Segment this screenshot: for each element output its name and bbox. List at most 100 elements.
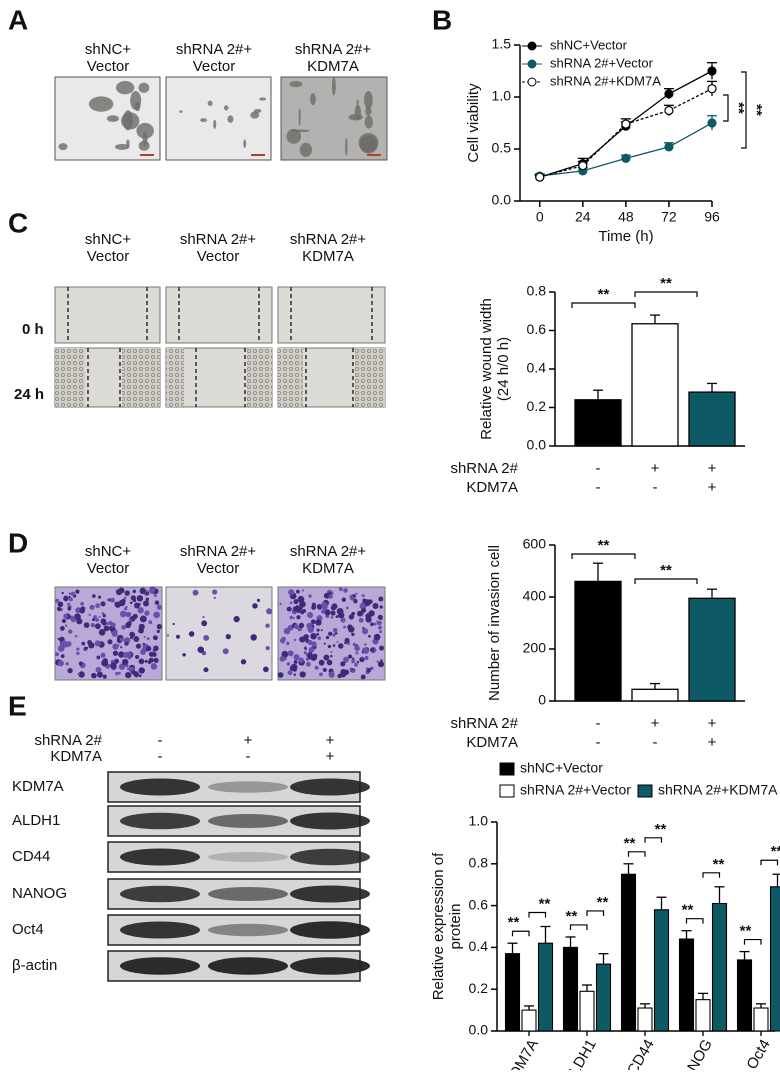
cell: [361, 656, 363, 658]
y-tick-label: 0.0: [469, 1022, 489, 1038]
cell: [129, 632, 134, 637]
cell: [359, 618, 364, 623]
condition-label: shRNA 2#: [34, 732, 102, 749]
cell: [336, 641, 338, 643]
cell: [351, 633, 354, 636]
cell: [131, 670, 136, 675]
cell: [135, 655, 139, 659]
cell: [202, 616, 204, 618]
cell: [101, 660, 108, 667]
cell: [363, 648, 369, 654]
legend-label: shRNA 2#+KDM7A: [550, 73, 661, 88]
cell: [84, 622, 90, 628]
cell: [117, 644, 119, 646]
y-axis-label: protein: [447, 904, 464, 950]
protein-label: CD44: [12, 848, 50, 865]
cell: [153, 646, 159, 652]
sig-bracket: [629, 852, 646, 857]
cell: [100, 601, 105, 606]
cell: [347, 624, 352, 629]
cell: [349, 614, 354, 619]
cell: [343, 588, 348, 593]
cell: [57, 607, 61, 611]
sig-bracket: [745, 940, 762, 945]
cell: [252, 603, 258, 609]
cell: [328, 645, 331, 648]
cell: [294, 639, 296, 641]
marker: [665, 90, 673, 98]
cell: [86, 647, 88, 649]
cell: [288, 670, 293, 675]
condition-mark: +: [708, 460, 717, 477]
cell-layer: [55, 348, 85, 407]
cell: [266, 646, 270, 650]
cell: [377, 621, 382, 626]
cell: [154, 658, 159, 663]
sig-bracket: [635, 292, 697, 297]
cell: [68, 629, 72, 633]
bar: [506, 954, 520, 1031]
y-tick-label: 1.0: [469, 813, 489, 829]
cell: [144, 636, 146, 638]
protein-label: ALDH1: [12, 812, 60, 829]
sphere: [299, 108, 301, 126]
cell: [312, 603, 316, 607]
cell-layer: [122, 348, 160, 407]
condition-mark: -: [596, 715, 601, 732]
bar: [771, 887, 780, 1031]
sig-bracket: [761, 860, 778, 865]
y-axis-label: Relative wound width: [478, 298, 495, 440]
sig-bracket: [645, 838, 662, 843]
marker: [708, 85, 716, 93]
cell: [99, 616, 101, 618]
cell: [376, 660, 378, 662]
sig-label: **: [508, 914, 520, 931]
marker: [622, 120, 630, 128]
cell: [107, 639, 112, 644]
cell: [133, 590, 136, 593]
cell: [343, 626, 346, 629]
cell: [151, 663, 158, 670]
cell: [304, 647, 307, 650]
cell: [110, 598, 115, 603]
cell: [64, 596, 68, 600]
cell: [318, 636, 322, 640]
cell: [286, 642, 289, 645]
cell: [380, 659, 383, 662]
cell: [288, 589, 294, 595]
cell: [120, 646, 122, 648]
marker: [708, 119, 716, 127]
cell-layer: [278, 348, 303, 407]
image-header: shNC+: [85, 543, 132, 560]
y-tick-label: 0.8: [469, 855, 489, 871]
cell: [233, 616, 239, 622]
panel-letter: A: [8, 4, 28, 35]
cell: [138, 628, 144, 634]
cell: [284, 628, 291, 635]
cell: [198, 646, 205, 653]
cell: [146, 592, 149, 595]
cell: [330, 651, 332, 653]
cell: [167, 634, 169, 636]
cell: [98, 596, 101, 599]
cell: [356, 593, 358, 595]
legend-label: shRNA 2#+KDM7A: [658, 782, 778, 798]
x-tick-label: CD44: [624, 1036, 658, 1070]
image-header: KDM7A: [307, 58, 359, 75]
cell: [278, 672, 284, 678]
cell: [127, 612, 131, 616]
cell: [378, 626, 382, 630]
condition-mark: -: [246, 748, 251, 765]
cell: [353, 643, 356, 646]
cell: [341, 618, 346, 623]
cell: [374, 622, 377, 625]
cell: [335, 632, 338, 635]
cell: [61, 654, 65, 658]
cell: [316, 633, 319, 636]
bar: [622, 874, 636, 1031]
sig-label: **: [597, 894, 609, 911]
band: [290, 957, 370, 975]
cell: [76, 591, 79, 594]
sphere: [345, 138, 347, 156]
cell: [296, 615, 300, 619]
